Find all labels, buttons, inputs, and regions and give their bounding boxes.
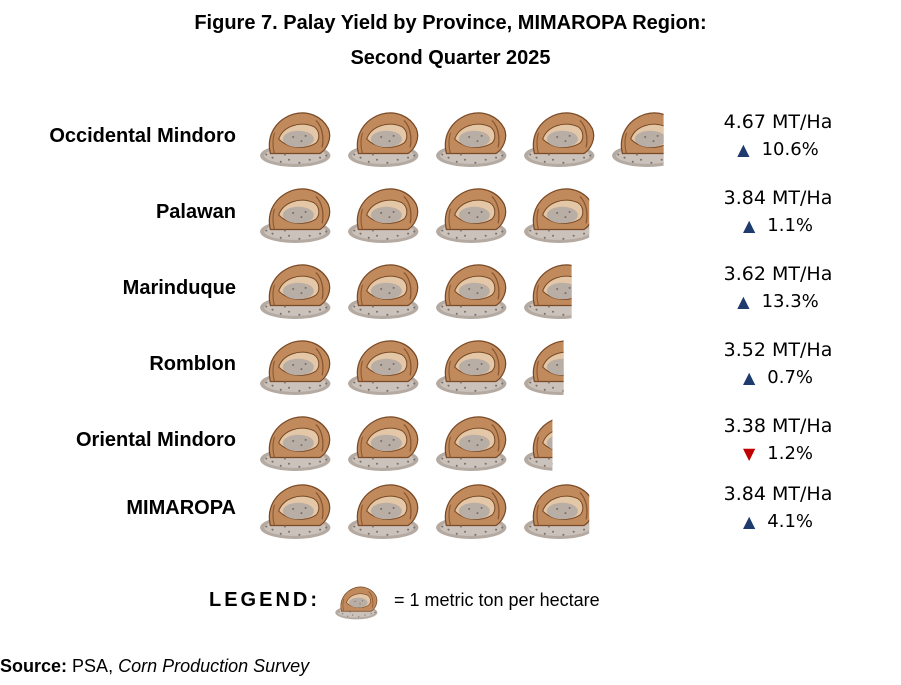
source-label: Source:	[0, 656, 68, 676]
change-value: 0.7%	[767, 367, 814, 388]
value-label: 3.52 MT/Ha	[723, 339, 833, 361]
change-value: 1.1%	[767, 215, 814, 236]
value-label: 3.38 MT/Ha	[723, 415, 833, 437]
rice-sack-icon	[611, 112, 664, 168]
value-label: 3.84 MT/Ha	[723, 187, 833, 209]
row-label: Marinduque	[122, 277, 236, 299]
change-label: ▲ 10.6%	[690, 138, 866, 162]
rice-sack-icon	[347, 112, 420, 168]
rice-sack-icon	[435, 416, 508, 472]
arrow-up-icon: ▲	[742, 368, 756, 387]
value-label: 4.67 MT/Ha	[723, 111, 833, 133]
rice-sack-icon	[259, 340, 332, 396]
rice-sack-icon	[435, 188, 508, 244]
change-value: 1.2%	[767, 443, 814, 464]
change-label: ▼ 1.2%	[690, 442, 866, 466]
legend: LEGEND: = 1 metric ton per hectare	[209, 576, 600, 624]
rice-sack-icon	[347, 416, 420, 472]
row-label: MIMAROPA	[126, 497, 236, 519]
rice-sack-icon	[259, 264, 332, 320]
row-label: Romblon	[149, 353, 236, 375]
legend-title: LEGEND:	[209, 588, 320, 611]
rice-sack-icon	[259, 188, 332, 244]
change-value: 4.1%	[767, 511, 814, 532]
rice-sack-icon	[347, 264, 420, 320]
rice-sack-icon	[435, 264, 508, 320]
legend-rice-sack-icon	[334, 586, 378, 620]
change-label: ▲ 4.1%	[690, 510, 866, 534]
rice-sack-icon	[435, 340, 508, 396]
rice-sack-icon	[523, 188, 590, 244]
arrow-up-icon: ▲	[737, 292, 750, 311]
value-label: 3.84 MT/Ha	[723, 483, 833, 505]
rice-sack-icon	[347, 340, 420, 396]
rice-sack-icon	[347, 484, 420, 540]
legend-text: = 1 metric ton per hectare	[394, 589, 600, 610]
change-value: 10.6%	[761, 139, 819, 160]
value-label: 3.62 MT/Ha	[723, 263, 833, 285]
source-note: Source: PSA, Corn Production Survey	[0, 654, 309, 678]
chart-title: Figure 7. Palay Yield by Province, MIMAR…	[194, 12, 707, 34]
rice-sack-icon	[259, 416, 332, 472]
row-label: Oriental Mindoro	[76, 429, 236, 451]
arrow-up-icon: ▲	[742, 216, 756, 235]
change-label: ▲ 0.7%	[690, 366, 866, 390]
source-agency: PSA,	[72, 656, 114, 676]
source-survey: Corn Production Survey	[118, 656, 310, 676]
arrow-down-icon: ▼	[742, 444, 756, 463]
rice-sack-icon	[435, 484, 508, 540]
row-label: Palawan	[155, 201, 236, 223]
rice-sack-icon	[523, 416, 553, 472]
rice-sack-icon	[259, 484, 332, 540]
rice-sack-icon	[435, 112, 508, 168]
rice-sack-icon	[523, 264, 572, 320]
chart-subtitle: Second Quarter 2025	[350, 47, 551, 69]
change-value: 13.3%	[761, 291, 819, 312]
rice-sack-icon	[347, 188, 420, 244]
rice-sack-icon	[259, 112, 332, 168]
change-label: ▲ 13.3%	[690, 290, 866, 314]
arrow-up-icon: ▲	[742, 512, 756, 531]
change-label: ▲ 1.1%	[690, 214, 866, 238]
rice-sack-icon	[523, 112, 596, 168]
row-label: Occidental Mindoro	[49, 125, 236, 147]
rice-sack-icon	[523, 484, 590, 540]
rice-sack-icon	[523, 340, 564, 396]
arrow-up-icon: ▲	[737, 140, 750, 159]
